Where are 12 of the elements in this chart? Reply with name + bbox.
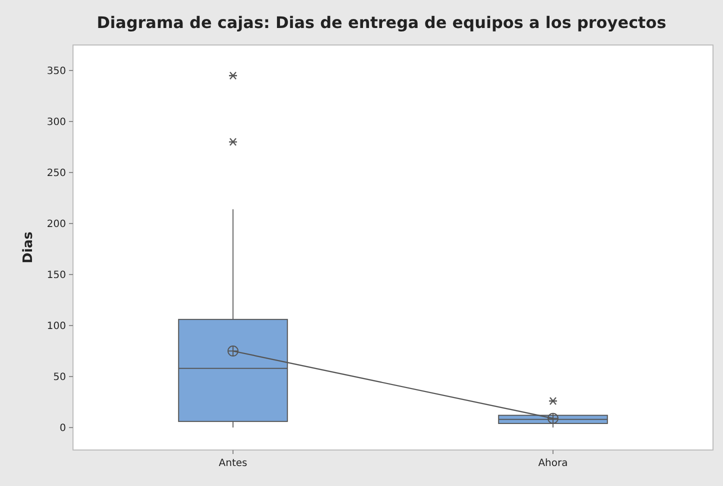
x-tick-label: Ahora: [538, 458, 568, 469]
x-tick-label: Antes: [218, 458, 248, 469]
chart-title: Diagrama de cajas: Dias de entrega de equipos a los proyectos: [96, 13, 666, 32]
y-tick-label: 300: [46, 117, 66, 128]
y-tick-label: 100: [46, 321, 66, 332]
y-tick-label: 50: [53, 372, 66, 384]
y-tick-label: 0: [60, 423, 66, 434]
y-tick-label: 150: [46, 270, 66, 282]
y-tick-label: 350: [46, 66, 66, 78]
y-tick-label: 250: [46, 168, 66, 180]
y-tick-label: 200: [46, 219, 66, 230]
y-axis-title: Dias: [21, 231, 36, 264]
